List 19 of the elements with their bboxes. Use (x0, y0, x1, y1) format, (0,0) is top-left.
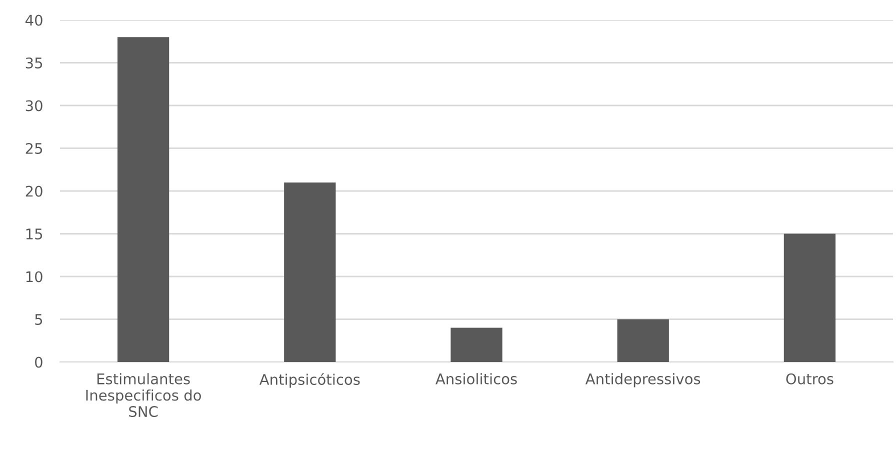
x-tick-label: Estimulantes Inespecificos do SNC (86, 373, 201, 418)
x-tick-label: Ansioliticos (436, 373, 517, 384)
x-tick-label: Outros (786, 373, 834, 384)
bar (284, 182, 336, 362)
y-tick-label: 0 (35, 356, 42, 368)
x-tick-label: Antipsicóticos (259, 373, 360, 388)
y-tick-label: 40 (25, 14, 42, 26)
bar (450, 328, 502, 362)
y-tick-label: 35 (26, 57, 42, 68)
y-tick-label: 15 (26, 228, 42, 240)
y-tick-label: 5 (35, 314, 42, 325)
y-tick-label: 10 (26, 271, 42, 282)
y-tick-label: 20 (26, 186, 42, 197)
bar (617, 319, 669, 362)
bar (117, 37, 170, 362)
y-tick-label: 25 (26, 142, 42, 154)
y-tick-label: 30 (26, 100, 42, 112)
x-tick-label: Antidepressivos (585, 373, 700, 388)
bar (784, 234, 836, 362)
